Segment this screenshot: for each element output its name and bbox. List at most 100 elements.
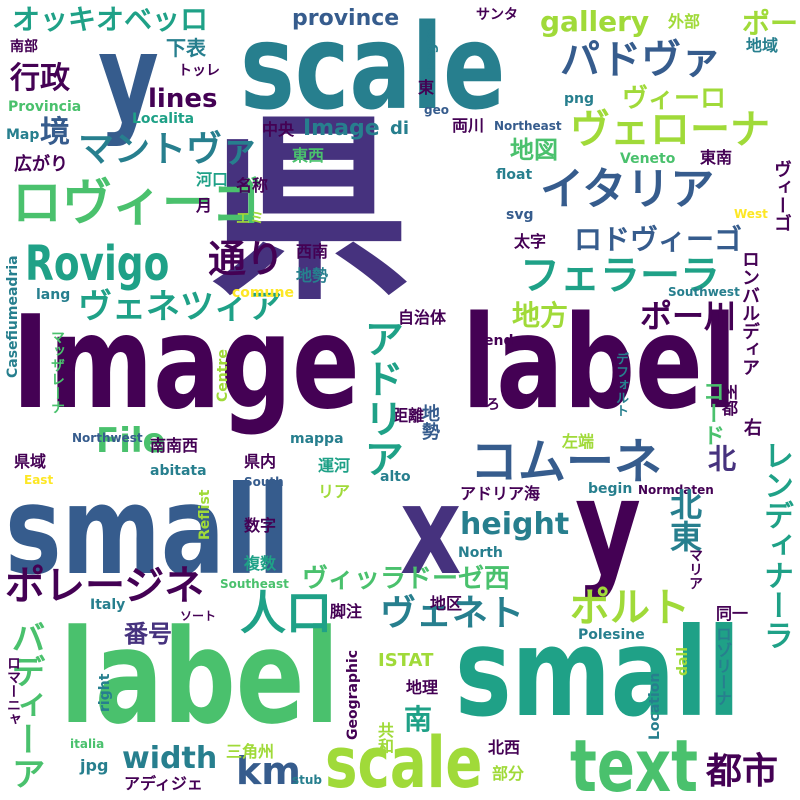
word-reflist-rotated: Reflist <box>197 489 213 540</box>
word-maria-vertical: マリア <box>687 548 703 590</box>
word-location-rotated: Location <box>647 672 663 740</box>
word-gallery: gallery <box>540 5 650 38</box>
word-north: North <box>458 545 503 561</box>
word-end: end <box>484 333 514 349</box>
word-chiku: 地区 <box>430 594 463 613</box>
word-bubun: 部分 <box>492 764 525 783</box>
word-vilo: ヴィーロ <box>622 84 727 114</box>
word-badia-vertical: バディーア <box>5 620 45 790</box>
word-ro: ろ <box>486 397 500 413</box>
word-seinan: 西南 <box>296 242 329 261</box>
word-jpg: jpg <box>80 756 109 775</box>
word-stub: stub <box>292 773 323 787</box>
word-chiri: 地理 <box>406 678 439 697</box>
word-kennai: 県内 <box>244 452 277 471</box>
word-default-vertical: デフォルト <box>613 352 628 417</box>
word-tonan: 東南 <box>700 148 733 167</box>
word-suji: 数字 <box>244 516 277 535</box>
word-file: File <box>96 421 166 461</box>
word-code-vertical: コード <box>699 380 724 446</box>
word-south: South <box>244 475 284 489</box>
word-rodovigo: ロドヴィーゴ <box>574 223 743 256</box>
word-migi-vertical: 右 <box>741 418 762 436</box>
word-hirogari: 広がり <box>14 154 68 175</box>
word-lang: lang <box>36 287 71 303</box>
word-polesine-kata: ポレージネ <box>5 563 205 609</box>
word-venezia: ヴェネツィア <box>78 287 282 327</box>
word-polesine: Polesine <box>578 627 645 643</box>
word-southeast: Southeast <box>220 577 289 591</box>
word-otsukiobetsuro: オッキオベッロ <box>12 3 209 36</box>
word-italia: italia <box>70 737 105 751</box>
word-romania-vertical: ロマーニャ <box>5 656 21 726</box>
word-image: Image <box>12 289 360 438</box>
word-veneto-kata: ヴェネト <box>380 593 525 634</box>
word-italia-kata: イタリア <box>540 164 715 215</box>
word-chuo: 中央 <box>262 120 295 139</box>
word-normdaten: Normdaten <box>638 483 714 497</box>
word-scale-top: scale <box>240 0 506 136</box>
word-rovigo-kata: ロヴィーゴ <box>12 174 262 232</box>
word-mantova: マントヴァ <box>78 129 259 170</box>
word-kyo: 境 <box>40 115 70 150</box>
word-jinko: 人口 <box>240 586 332 640</box>
word-istat: ISTAT <box>378 650 434 671</box>
word-ferrara: フェラーラ <box>520 253 720 299</box>
word-poriver: ポー川 <box>640 297 737 335</box>
word-begin: begin <box>588 481 633 497</box>
word-text: text <box>570 724 699 800</box>
word-nanbu: 南部 <box>10 39 38 55</box>
word-small-left: small <box>5 460 291 602</box>
word-fukusu: 複数 <box>244 554 277 573</box>
word-hokusei: 北西 <box>488 738 521 757</box>
word-lines: lines <box>148 84 218 114</box>
word-mappa: mappa <box>290 431 344 447</box>
word-verona: ヴェローナ <box>570 107 770 153</box>
word-centre-rotated: Centre <box>215 349 231 402</box>
word-label-bottom: label <box>60 601 340 753</box>
word-ria: リア <box>318 482 351 501</box>
word-geographic-rotated: Geographic <box>345 649 361 740</box>
word-abitata: abitata <box>150 463 207 479</box>
word-west: West <box>734 207 768 221</box>
word-kawa2: 両川 <box>452 116 485 135</box>
word-geo: geo <box>424 103 449 117</box>
word-east: East <box>24 473 54 487</box>
word-hokuto-vertical: 北東 <box>665 488 703 552</box>
word-bango: 番号 <box>124 620 172 648</box>
word-y-large: y <box>575 451 642 603</box>
word-width: width <box>122 741 218 776</box>
word-kahyo: 下表 <box>166 36 206 60</box>
word-localita: Localita <box>132 111 195 127</box>
word-ken-large: 県 <box>210 95 411 328</box>
word-png: png <box>564 91 595 107</box>
word-tozai: 東西 <box>292 146 325 165</box>
word-right-rotated: right <box>97 673 113 712</box>
word-doitsu: 同一 <box>716 604 749 623</box>
word-kyowa-vertical: 共和 <box>375 722 394 754</box>
word-x-large: x <box>400 460 462 602</box>
word-dall-rotated: dall <box>675 646 691 676</box>
word-map: Map <box>6 127 40 143</box>
word-tsuki: 月 <box>196 196 213 215</box>
word-comune: comune <box>232 285 294 301</box>
word-sankakusu: 三角州 <box>226 742 275 761</box>
word-italy: Italy <box>90 597 126 613</box>
word-sort: ソート <box>180 609 217 623</box>
word-kenkiki: 県域 <box>14 452 47 471</box>
word-minami: 南 <box>404 703 433 736</box>
word-higashi: 東 <box>418 78 435 97</box>
word-region-rotated: region <box>423 19 439 70</box>
word-po: ポー <box>742 7 799 40</box>
word-meisho: 名称 <box>236 176 269 195</box>
word-small-bottom: small <box>455 602 741 744</box>
word-toire: トッレ <box>178 63 220 79</box>
word-shuto-vertical: 州都 <box>719 384 738 416</box>
word-float: float <box>496 167 533 183</box>
word-kako: 河口 <box>196 170 229 189</box>
word-casefiumeadria-rotated: Casefiumeadria <box>5 255 21 378</box>
word-rovigo: Rovigo <box>25 236 170 292</box>
word-chiho: 地方 <box>512 299 569 332</box>
word-southwest: Southwest <box>668 285 740 299</box>
word-todori: 通り <box>208 237 285 281</box>
